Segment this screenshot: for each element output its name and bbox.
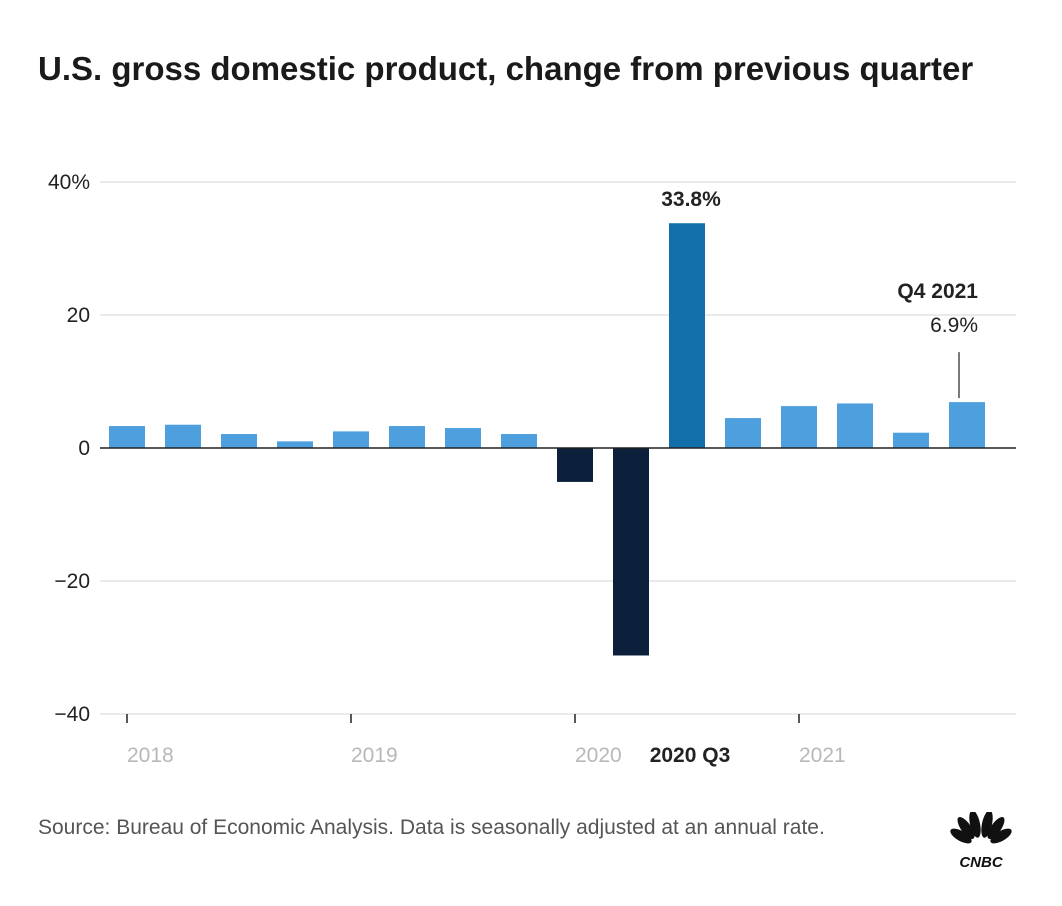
x-tick-label: 2021 [799, 744, 846, 767]
bar [613, 448, 649, 655]
bar [949, 402, 985, 448]
y-tick-label: −40 [54, 703, 90, 726]
x-tick-label: 2020 Q3 [650, 744, 731, 767]
bar [389, 426, 425, 448]
bar [445, 428, 481, 448]
annotation-label: Q4 2021 [897, 280, 978, 303]
bar [725, 418, 761, 448]
data-label: 33.8% [661, 188, 721, 211]
y-tick-label: 40% [48, 171, 90, 194]
bar [669, 223, 705, 448]
bar [781, 406, 817, 448]
bar [557, 448, 593, 482]
bar [893, 433, 929, 448]
y-tick-label: 20 [67, 304, 90, 327]
bar [837, 403, 873, 448]
bar-chart: 40% 20 0 −20 −40 2018 2019 2020 2020 Q3 2021 33.8%… [0, 0, 1062, 800]
source-note: Source: Bureau of Economic Analysis. Dat… [38, 812, 938, 843]
x-tick-label: 2020 [575, 744, 622, 767]
logo-wordmark: CNBC [959, 854, 1003, 870]
cnbc-peacock-logo: CNBC [944, 812, 1018, 870]
annotation-label: 6.9% [930, 314, 978, 337]
bar [165, 425, 201, 448]
y-tick-label: 0 [78, 437, 90, 460]
x-tick-label: 2019 [351, 744, 398, 767]
bar [277, 441, 313, 448]
x-tick-label: 2018 [127, 744, 174, 767]
bar [333, 431, 369, 448]
y-tick-label: −20 [54, 570, 90, 593]
bar [221, 434, 257, 448]
bar [501, 434, 537, 448]
bar [109, 426, 145, 448]
